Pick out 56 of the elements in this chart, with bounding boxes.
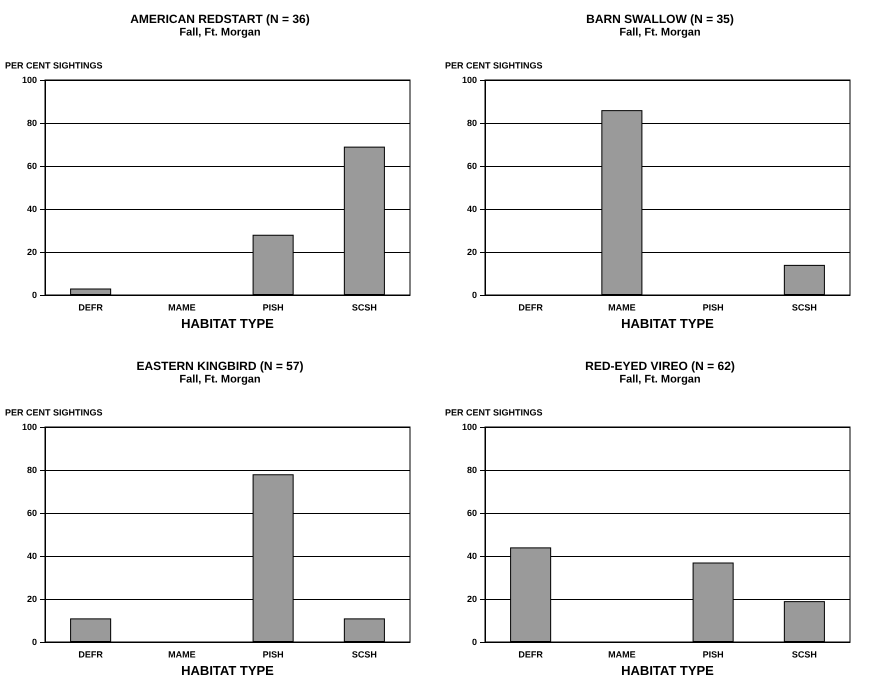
y-tick-label: 80 (26, 118, 37, 128)
x-tick-label: MAME (168, 650, 196, 660)
y-tick-label: 100 (462, 422, 477, 432)
x-tick-label: DEFR (78, 650, 104, 660)
y-tick-label: 40 (466, 204, 477, 214)
y-axis-title: PER CENT SIGHTINGS (445, 408, 543, 418)
y-tick-label: 60 (466, 508, 477, 518)
chart-title: RED-EYED VIREO (N = 62) (585, 359, 735, 373)
y-axis-title: PER CENT SIGHTINGS (5, 60, 103, 70)
y-tick-label: 20 (466, 247, 477, 257)
x-tick-label: SCSH (352, 650, 377, 660)
x-tick-label: PISH (702, 650, 724, 660)
x-tick-label: MAME (168, 302, 196, 312)
y-tick-label: 100 (462, 75, 477, 85)
chart-title: EASTERN KINGBIRD (N = 57) (136, 359, 304, 373)
x-tick-label: DEFR (518, 650, 544, 660)
x-tick-label: SCSH (352, 302, 377, 312)
y-tick-label: 0 (472, 290, 477, 300)
y-tick-label: 60 (26, 161, 37, 171)
y-tick-label: 80 (466, 118, 477, 128)
x-tick-label: MAME (608, 302, 636, 312)
x-tick-label: DEFR (78, 302, 104, 312)
x-axis-title: HABITAT TYPE (621, 663, 714, 678)
chart-title: AMERICAN REDSTART (N = 36) (130, 12, 310, 26)
x-tick-label: PISH (262, 650, 284, 660)
x-tick-label: SCSH (792, 302, 817, 312)
y-tick-label: 100 (22, 75, 37, 85)
y-tick-label: 0 (32, 290, 37, 300)
y-tick-label: 40 (466, 551, 477, 561)
x-axis-title: HABITAT TYPE (181, 316, 274, 331)
y-tick-label: 100 (22, 422, 37, 432)
y-tick-label: 60 (466, 161, 477, 171)
y-tick-label: 40 (26, 204, 37, 214)
y-tick-label: 20 (26, 594, 37, 604)
y-tick-label: 60 (26, 508, 37, 518)
chart-title: BARN SWALLOW (N = 35) (586, 12, 734, 26)
chart-subtitle: Fall, Ft. Morgan (619, 26, 701, 38)
chart-subtitle: Fall, Ft. Morgan (179, 374, 261, 386)
y-tick-label: 20 (466, 594, 477, 604)
y-tick-label: 40 (26, 551, 37, 561)
chart-subtitle: Fall, Ft. Morgan (179, 26, 261, 38)
x-tick-label: PISH (262, 302, 284, 312)
y-tick-label: 0 (32, 637, 37, 647)
x-tick-label: DEFR (518, 302, 544, 312)
chart-subtitle: Fall, Ft. Morgan (619, 374, 701, 386)
y-tick-label: 80 (466, 465, 477, 475)
y-axis-title: PER CENT SIGHTINGS (5, 408, 103, 418)
x-tick-label: PISH (702, 302, 724, 312)
y-tick-label: 20 (26, 247, 37, 257)
y-tick-label: 80 (26, 465, 37, 475)
x-tick-label: SCSH (792, 650, 817, 660)
y-axis-title: PER CENT SIGHTINGS (445, 60, 543, 70)
x-axis-title: HABITAT TYPE (621, 316, 714, 331)
x-tick-label: MAME (608, 650, 636, 660)
y-tick-label: 0 (472, 637, 477, 647)
x-axis-title: HABITAT TYPE (181, 663, 274, 678)
